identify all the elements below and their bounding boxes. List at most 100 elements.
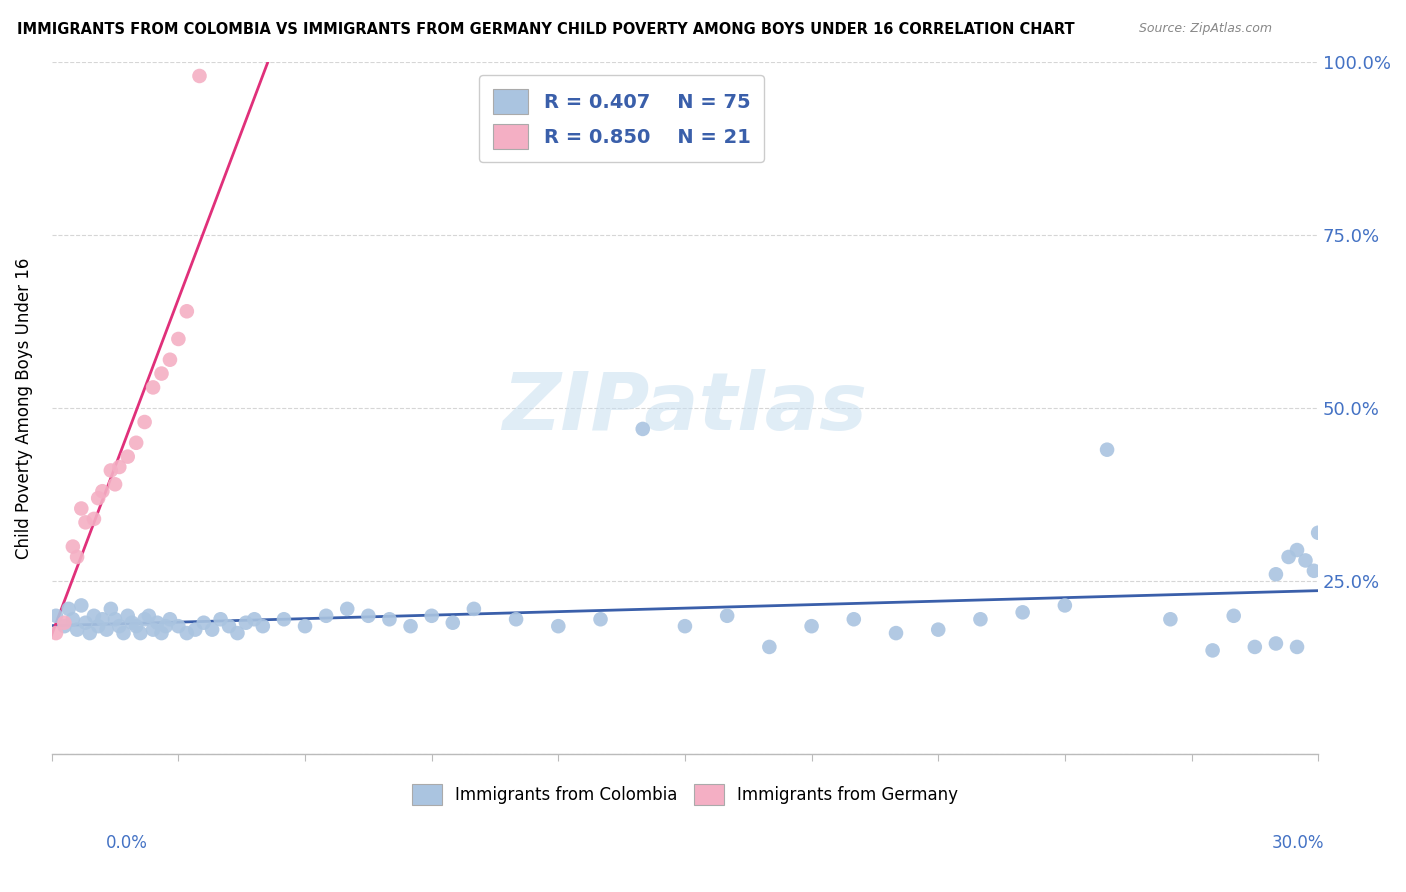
Point [138, 608, 160, 623]
Point [1053, 599, 1076, 613]
Point [1285, 543, 1308, 558]
Text: 30.0%: 30.0% [1272, 834, 1324, 852]
Point [96, 623, 118, 637]
Point [159, 352, 181, 367]
Point [357, 608, 380, 623]
Point [716, 608, 738, 623]
Point [66, 549, 89, 564]
Point [134, 415, 156, 429]
Point [104, 477, 127, 491]
Point [176, 304, 198, 318]
Point [108, 619, 131, 633]
Point [87, 619, 110, 633]
Legend: Immigrants from Colombia, Immigrants from Germany: Immigrants from Colombia, Immigrants fro… [402, 773, 969, 815]
Point [58, 602, 80, 616]
Point [167, 619, 190, 633]
Point [75, 615, 97, 630]
Point [70, 501, 93, 516]
Point [243, 612, 266, 626]
Point [100, 463, 122, 477]
Point [125, 619, 148, 633]
Point [399, 619, 422, 633]
Point [235, 615, 257, 630]
Point [273, 612, 295, 626]
Point [1201, 643, 1223, 657]
Point [91, 484, 114, 499]
Point [1264, 636, 1286, 650]
Text: IMMIGRANTS FROM COLOMBIA VS IMMIGRANTS FROM GERMANY CHILD POVERTY AMONG BOYS UND: IMMIGRANTS FROM COLOMBIA VS IMMIGRANTS F… [17, 22, 1074, 37]
Point [53, 615, 76, 630]
Point [1264, 567, 1286, 582]
Point [1295, 553, 1317, 567]
Point [1095, 442, 1118, 457]
Point [125, 435, 148, 450]
Point [758, 640, 780, 654]
Point [134, 612, 156, 626]
Point [75, 516, 97, 530]
Text: ZIPatlas: ZIPatlas [502, 369, 868, 447]
Point [117, 450, 139, 464]
Point [631, 422, 654, 436]
Point [547, 619, 569, 633]
Point [927, 623, 949, 637]
Point [1277, 549, 1299, 564]
Point [150, 626, 173, 640]
Point [420, 608, 443, 623]
Point [193, 615, 215, 630]
Point [83, 512, 105, 526]
Point [1285, 640, 1308, 654]
Point [1308, 525, 1330, 540]
Point [1243, 640, 1265, 654]
Point [176, 626, 198, 640]
Point [800, 619, 823, 633]
Point [62, 540, 84, 554]
Point [184, 623, 207, 637]
Point [66, 623, 89, 637]
Point [45, 626, 67, 640]
Point [378, 612, 401, 626]
Point [79, 626, 101, 640]
Point [150, 367, 173, 381]
Point [45, 608, 67, 623]
Point [1011, 605, 1033, 619]
Point [1222, 608, 1244, 623]
Point [167, 332, 190, 346]
Text: 0.0%: 0.0% [105, 834, 148, 852]
Point [188, 69, 211, 83]
Point [104, 612, 127, 626]
Point [463, 602, 485, 616]
Point [294, 619, 316, 633]
Point [589, 612, 612, 626]
Point [112, 626, 135, 640]
Point [505, 612, 527, 626]
Point [83, 608, 105, 623]
Point [441, 615, 464, 630]
Point [969, 612, 991, 626]
Point [201, 623, 224, 637]
Point [1303, 564, 1326, 578]
Point [218, 619, 240, 633]
Point [315, 608, 337, 623]
Point [159, 612, 181, 626]
Point [117, 608, 139, 623]
Point [146, 615, 169, 630]
Point [226, 626, 249, 640]
Point [53, 619, 76, 633]
Point [252, 619, 274, 633]
Point [842, 612, 865, 626]
Point [155, 619, 177, 633]
Point [100, 602, 122, 616]
Point [1159, 612, 1181, 626]
Point [108, 460, 131, 475]
Point [336, 602, 359, 616]
Point [884, 626, 907, 640]
Point [70, 599, 93, 613]
Point [129, 626, 152, 640]
Point [142, 623, 165, 637]
Point [673, 619, 696, 633]
Point [142, 380, 165, 394]
Point [209, 612, 232, 626]
Point [121, 615, 143, 630]
Point [87, 491, 110, 505]
Y-axis label: Child Poverty Among Boys Under 16: Child Poverty Among Boys Under 16 [15, 258, 32, 559]
